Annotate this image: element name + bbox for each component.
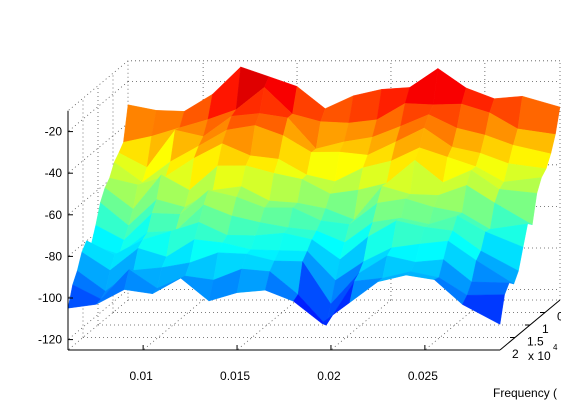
surface-patch xyxy=(274,250,308,262)
surface-patch xyxy=(349,277,384,304)
ticks-layer: -120 -100 -80 -60 -40 -20 0.01 0.015 0.02 0.025 0.… xyxy=(38,110,561,383)
z-tick-label: -100 xyxy=(38,291,62,305)
z-tick-label: -120 xyxy=(38,333,62,347)
y-tick-label: 2 xyxy=(512,347,519,361)
y-tick-label: 1 xyxy=(542,322,549,336)
surface-patch xyxy=(404,67,439,105)
z-tick-label: -20 xyxy=(45,125,63,139)
surface-patch xyxy=(415,240,449,263)
z-tick-label: -40 xyxy=(45,166,63,180)
z-tick-label: -60 xyxy=(45,208,63,222)
z-tick-label: -80 xyxy=(45,249,63,263)
y-axis-label: Frequency ( xyxy=(493,386,557,400)
surface-patch xyxy=(517,95,561,135)
surface-patch xyxy=(250,232,284,251)
surface-patch xyxy=(466,281,510,296)
x-tick-label: 0.025 xyxy=(408,369,438,383)
surface-patch xyxy=(348,89,382,124)
x-tick-label: 0.02 xyxy=(317,369,341,383)
surface-patch xyxy=(236,268,271,293)
y-axis-multiplier-exponent: 4 xyxy=(553,343,558,352)
x-tick-label: 0.015 xyxy=(220,369,250,383)
surface-patch xyxy=(180,275,214,302)
surface-patch xyxy=(462,294,505,325)
surface-patch xyxy=(433,68,467,105)
surface-patch xyxy=(320,95,354,124)
x-tick-label: 0.01 xyxy=(129,369,153,383)
surface-layer xyxy=(67,66,561,326)
y-axis-multiplier: x 10 xyxy=(528,349,551,363)
y-tick-label: 1.5 xyxy=(527,335,544,349)
side-wall-edge xyxy=(67,60,129,112)
y-tick-label: 0.5 xyxy=(557,310,561,324)
surface-patch xyxy=(147,212,181,233)
